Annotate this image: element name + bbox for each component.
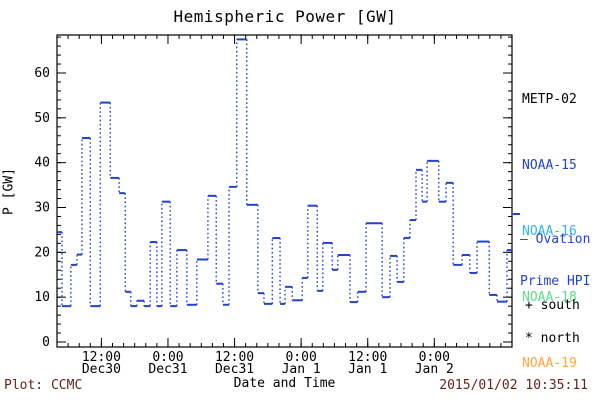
legend-item-noaa15: NOAA-15 xyxy=(522,158,577,173)
tick-label: Dec31 xyxy=(148,362,187,377)
satellite-legend: METP-02 NOAA-15 NOAA-16 NOAA-18 NOAA-19 xyxy=(522,45,577,400)
tick-label: 0:00 xyxy=(419,350,450,365)
ovation-legend: — Ovation Prime HPI xyxy=(520,205,590,317)
marker-legend-north: * north xyxy=(525,331,580,346)
ovation-legend-line2: Prime HPI xyxy=(520,274,591,289)
tick-label: 12:00 xyxy=(215,350,254,365)
tick-label: Jan 2 xyxy=(415,362,454,377)
y-axis-title: P [GW] xyxy=(1,168,17,215)
plot-credit: Plot: CCMC xyxy=(4,378,83,393)
tick-label: 12:00 xyxy=(348,350,387,365)
tick-label: 0 xyxy=(42,335,50,350)
tick-label: 0:00 xyxy=(152,350,183,365)
marker-legend-south: + south xyxy=(525,298,580,313)
plot-timestamp: 2015/01/02 10:35:11 xyxy=(439,378,588,393)
chart-title: Hemispheric Power [GW] xyxy=(173,7,397,26)
x-axis-title: Date and Time xyxy=(233,376,336,391)
legend-item-metp02: METP-02 xyxy=(522,92,577,107)
marker-north-label: north xyxy=(540,331,580,346)
legend-item-noaa18: NOAA-18 xyxy=(522,290,577,305)
tick-label: Jan 1 xyxy=(282,362,321,377)
plus-marker-icon: + xyxy=(525,298,533,313)
tick-label: Dec30 xyxy=(82,362,121,377)
marker-south-label: south xyxy=(540,298,580,313)
legend-item-noaa16: NOAA-16 xyxy=(522,224,577,239)
ovation-legend-line1: — Ovation xyxy=(520,232,591,247)
tick-label: 30 xyxy=(34,201,50,216)
legend-item-noaa19: NOAA-19 xyxy=(522,356,577,371)
tick-label: Jan 1 xyxy=(348,362,387,377)
data-series-steps xyxy=(57,38,512,308)
tick-label: 0:00 xyxy=(285,350,316,365)
axis-ticks xyxy=(56,35,513,347)
tick-label: 50 xyxy=(34,111,50,126)
tick-label: 10 xyxy=(34,290,50,305)
tick-label: 40 xyxy=(34,156,50,171)
tick-label: 20 xyxy=(34,245,50,260)
plot-frame xyxy=(56,34,513,348)
asterisk-marker-icon: * xyxy=(525,331,533,346)
tick-label: Dec31 xyxy=(215,362,254,377)
axis-tick-labels: 010203040506012:00Dec300:00Dec3112:00Dec… xyxy=(34,66,454,377)
tick-label: 60 xyxy=(34,66,50,81)
tick-label: 12:00 xyxy=(82,350,121,365)
